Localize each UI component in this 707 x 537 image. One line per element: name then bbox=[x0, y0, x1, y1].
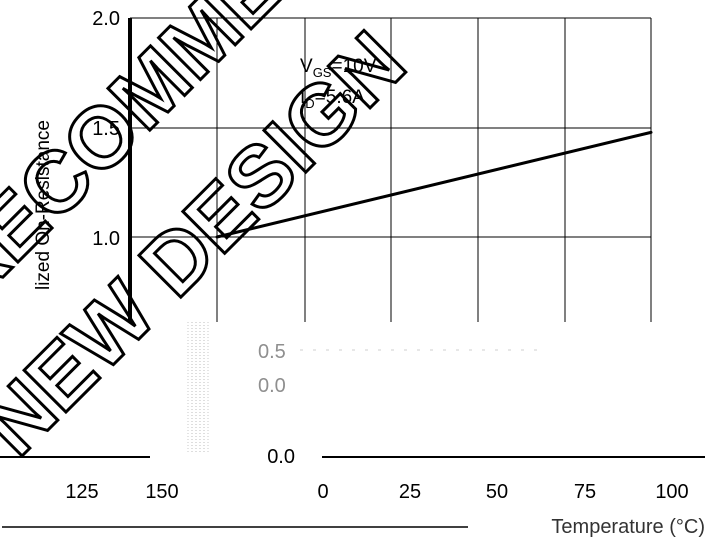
annotation-vgs: VGS=10V bbox=[300, 56, 377, 80]
series-line bbox=[215, 130, 653, 239]
annotation-id: ID=5.6A bbox=[300, 87, 365, 111]
lower-right-x-tick: 100 bbox=[655, 481, 688, 503]
y-tick-label: 2.0 bbox=[92, 8, 120, 30]
y-tick-label: 1.0 bbox=[92, 228, 120, 250]
lower-left-x-tick: 150 bbox=[145, 481, 178, 503]
lower-right-x-tick: 0 bbox=[317, 481, 328, 503]
annotation-vgs-main: V bbox=[300, 56, 313, 77]
lower-right-x-tick: 25 bbox=[399, 481, 421, 503]
lower-right-y-tick: 0.0 bbox=[267, 446, 295, 468]
annotation-vgs-rest: =10V bbox=[331, 56, 376, 77]
y-axis-title: lized On-Resistance bbox=[33, 120, 54, 290]
grid bbox=[130, 17, 652, 322]
annotation-id-rest: =5.6A bbox=[315, 87, 366, 108]
x-axis-title: Temperature (°C) bbox=[551, 516, 705, 537]
y-tick-label: 1.5 bbox=[92, 118, 120, 140]
annotation-id-sub: D bbox=[305, 96, 314, 111]
hatch-strip bbox=[184, 322, 212, 454]
faded-label: 0.0 bbox=[258, 375, 286, 397]
lower-right-x-tick: 75 bbox=[574, 481, 596, 503]
annotation-id-main: I bbox=[300, 87, 305, 108]
lower-right-x-tick: 50 bbox=[486, 481, 508, 503]
annotation-vgs-sub: GS bbox=[313, 65, 332, 80]
faded-label: 0.5 bbox=[258, 341, 286, 363]
lower-left-x-tick: 125 bbox=[65, 481, 98, 503]
